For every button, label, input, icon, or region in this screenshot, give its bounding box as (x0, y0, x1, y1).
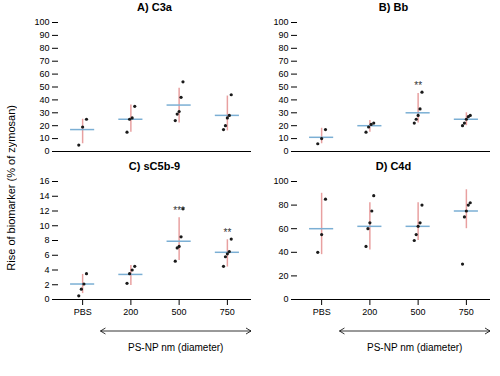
svg-text:40: 40 (278, 247, 288, 257)
svg-text:***: *** (173, 205, 185, 216)
html-text:Rise of biomarker (% of zymosa: Rise of biomarker (% of zymosan) (5, 105, 17, 271)
svg-text:10: 10 (39, 221, 49, 231)
svg-text:2: 2 (44, 280, 49, 290)
html-text:B) Bb: B) Bb (378, 1, 409, 13)
svg-text:100: 100 (34, 17, 49, 27)
svg-text:500: 500 (411, 307, 426, 317)
html-text:A) C3a: A) C3a (137, 1, 172, 13)
svg-text:50: 50 (278, 82, 288, 92)
svg-text:90: 90 (278, 30, 288, 40)
svg-text:750: 750 (459, 307, 474, 317)
svg-text:60: 60 (39, 69, 49, 79)
svg-text:40: 40 (39, 95, 49, 105)
svg-text:6: 6 (44, 250, 49, 260)
svg-text:70: 70 (39, 56, 49, 66)
svg-text:80: 80 (278, 43, 288, 53)
svg-text:0: 0 (44, 294, 49, 304)
svg-text:750: 750 (220, 307, 235, 317)
svg-text:**: ** (414, 80, 422, 91)
svg-text:20: 20 (39, 121, 49, 131)
html-text:D) C4d: D) C4d (375, 160, 412, 172)
svg-text:80: 80 (39, 43, 49, 53)
svg-text:20: 20 (278, 121, 288, 131)
svg-text:500: 500 (172, 307, 187, 317)
svg-text:30: 30 (278, 108, 288, 118)
svg-text:PBS: PBS (74, 307, 92, 317)
svg-text:12: 12 (39, 206, 49, 216)
svg-text:100: 100 (273, 176, 288, 186)
svg-text:30: 30 (39, 108, 49, 118)
html-text:C) sC5b-9: C) sC5b-9 (128, 160, 181, 172)
svg-text:60: 60 (278, 69, 288, 79)
svg-text:100: 100 (273, 17, 288, 27)
svg-text:80: 80 (278, 200, 288, 210)
svg-text:10: 10 (278, 133, 288, 143)
svg-text:0: 0 (283, 146, 288, 156)
svg-text:16: 16 (39, 176, 49, 186)
svg-text:8: 8 (44, 235, 49, 245)
svg-text:0: 0 (283, 294, 288, 304)
html-text:PS-NP nm (diameter): PS-NP nm (diameter) (367, 342, 463, 353)
svg-text:60: 60 (278, 224, 288, 234)
svg-text:90: 90 (39, 30, 49, 40)
svg-text:4: 4 (44, 265, 49, 275)
svg-text:20: 20 (278, 271, 288, 281)
svg-text:PBS: PBS (313, 307, 331, 317)
svg-text:**: ** (223, 227, 231, 238)
svg-text:70: 70 (278, 56, 288, 66)
svg-text:10: 10 (39, 133, 49, 143)
html-text:PS-NP nm (diameter): PS-NP nm (diameter) (128, 342, 224, 353)
svg-text:200: 200 (123, 307, 138, 317)
svg-text:200: 200 (362, 307, 377, 317)
svg-text:40: 40 (278, 95, 288, 105)
svg-text:0: 0 (44, 146, 49, 156)
svg-text:14: 14 (39, 191, 49, 201)
svg-text:50: 50 (39, 82, 49, 92)
